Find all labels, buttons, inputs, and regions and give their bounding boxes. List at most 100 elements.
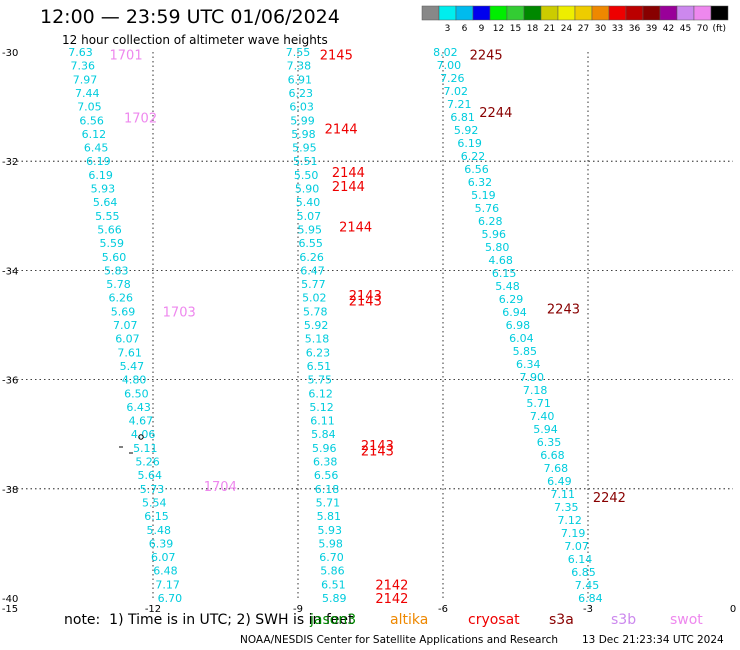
legend-swot: swot — [670, 612, 703, 628]
x-tick-label: 0 — [730, 604, 736, 615]
swh-value-label: 6.28 — [478, 215, 503, 228]
swh-value-label: 6.56 — [314, 469, 339, 482]
swh-value-label: 6.91 — [288, 73, 313, 86]
swh-value-label: 5.98 — [291, 128, 316, 141]
colorbar-swatch — [455, 5, 474, 21]
swh-value-label: 6.26 — [299, 251, 324, 264]
colorbar-tick-label: 15 — [510, 24, 521, 34]
legend-jason3: jason3 — [310, 612, 357, 628]
swh-value-label: 5.86 — [320, 565, 345, 578]
swh-value-label: 5.95 — [292, 142, 317, 155]
colorbar-unit-label: (ft) — [712, 24, 726, 34]
swh-value-label: 6.50 — [124, 387, 149, 400]
pass-number-label: 2145 — [320, 49, 353, 64]
swh-value-label: 5.85 — [513, 345, 538, 358]
swh-value-label: 5.92 — [454, 124, 479, 137]
swh-value-label: 5.76 — [475, 202, 500, 215]
swh-value-label: 5.51 — [293, 155, 318, 168]
swh-value-label: 5.77 — [301, 278, 326, 291]
legend-s3b: s3b — [611, 612, 637, 628]
swh-value-label: 5.96 — [482, 228, 507, 241]
colorbar-swatch — [676, 5, 695, 21]
swh-value-label: 6.15 — [144, 510, 169, 523]
pass-number-label: 2144 — [332, 166, 365, 181]
swh-value-label: 5.07 — [297, 210, 322, 223]
colorbar-tick-label: 70 — [697, 24, 709, 34]
legend-cryosat: cryosat — [468, 612, 520, 628]
colorbar-swatch — [540, 5, 559, 21]
pass-number-label: 1704 — [204, 480, 237, 495]
swh-value-label: 5.18 — [305, 333, 330, 346]
swh-value-label: 7.02 — [444, 85, 469, 98]
swh-value-label: 5.98 — [318, 537, 343, 550]
swh-value-label: 5.69 — [111, 305, 136, 318]
swh-value-label: 6.51 — [321, 578, 346, 591]
swh-value-label: 5.26 — [135, 456, 160, 469]
colorbar-tick-label: 6 — [462, 24, 468, 34]
swh-value-label: 5.95 — [298, 223, 323, 236]
swh-value-label: 6.23 — [288, 87, 313, 100]
swh-value-label: 5.78 — [106, 278, 131, 291]
pass-number-label: 2144 — [339, 221, 372, 236]
swh-value-label: 6.55 — [298, 237, 323, 250]
coastline-marks — [119, 434, 144, 454]
y-tick-label: -34 — [2, 266, 18, 277]
swh-value-label: 5.02 — [302, 292, 327, 305]
swh-value-label: 5.71 — [316, 496, 341, 509]
colorbar-swatch — [625, 5, 644, 21]
colorbar-tick-label: 9 — [479, 24, 485, 34]
swh-value-label: 5.75 — [308, 374, 333, 387]
colorbar-tick-label: 24 — [561, 24, 573, 34]
y-tick-label: -30 — [2, 48, 18, 59]
swh-value-label: 7.90 — [519, 371, 544, 384]
swh-value-label: 6.04 — [509, 332, 534, 345]
swh-value-label: 5.89 — [322, 592, 347, 605]
swh-value-label: 6.19 — [86, 155, 111, 168]
swh-value-label: 6.22 — [461, 150, 486, 163]
axes: -15 -12 -9 -6 -3 0-30-32-34-36-38-40 — [2, 48, 736, 615]
pass-number-label: 2245 — [470, 49, 503, 64]
pass-number-label: 2143 — [361, 439, 394, 454]
colorbar-swatch — [489, 5, 508, 21]
swh-value-label: 6.29 — [499, 293, 524, 306]
y-tick-label: -38 — [2, 485, 18, 496]
swh-value-label: 8.02 — [433, 46, 458, 59]
colorbar: 3 6 9 12 15 18 21 24 27 30 33 36 39 42 45 70 (ft) — [421, 5, 729, 34]
swh-value-label: 5.19 — [471, 189, 496, 202]
swh-value-label: 7.18 — [523, 384, 548, 397]
colorbar-swatch — [608, 5, 627, 21]
swh-value-label: 6.81 — [450, 111, 475, 124]
swh-value-label: 5.84 — [311, 428, 336, 441]
swh-value-label: 7.61 — [117, 346, 142, 359]
swh-value-label: 7.36 — [70, 60, 95, 73]
swh-value-label: 5.80 — [485, 241, 510, 254]
swh-value-label: 5.40 — [296, 196, 321, 209]
swh-value-label: 5.64 — [93, 196, 118, 209]
y-tick-label: -36 — [2, 376, 18, 387]
pass-number-label: 2143 — [349, 289, 382, 304]
colorbar-tick-label: 18 — [527, 24, 539, 34]
swh-value-label: 7.35 — [554, 501, 579, 514]
swh-value-label: 6.07 — [115, 333, 140, 346]
swh-value-label: 5.66 — [97, 223, 122, 236]
swh-value-label: 6.98 — [506, 319, 531, 332]
swh-value-label: 6.39 — [149, 537, 174, 550]
colorbar-tick-label: 33 — [612, 24, 623, 34]
x-tick-label: -9 — [293, 604, 303, 615]
swh-value-label: 6.11 — [310, 415, 335, 428]
swh-value-label: 7.00 — [437, 59, 462, 72]
swh-value-label: 7.68 — [544, 462, 569, 475]
x-tick-label: -15 — [2, 604, 18, 615]
pass-number-label: 2142 — [375, 592, 408, 607]
swh-value-label: 5.96 — [312, 442, 337, 455]
colorbar-tick-label: 3 — [445, 24, 451, 34]
swh-value-label: 6.12 — [82, 128, 107, 141]
swh-value-label: 4.80 — [122, 374, 147, 387]
pass-labels: 1701170217031704214521442144214421442143… — [110, 49, 626, 607]
colorbar-swatch — [421, 5, 440, 21]
swh-value-label: 6.18 — [315, 483, 340, 496]
colorbar-swatch — [710, 5, 729, 21]
colorbar-swatch — [557, 5, 576, 21]
swh-value-label: 5.93 — [91, 183, 116, 196]
